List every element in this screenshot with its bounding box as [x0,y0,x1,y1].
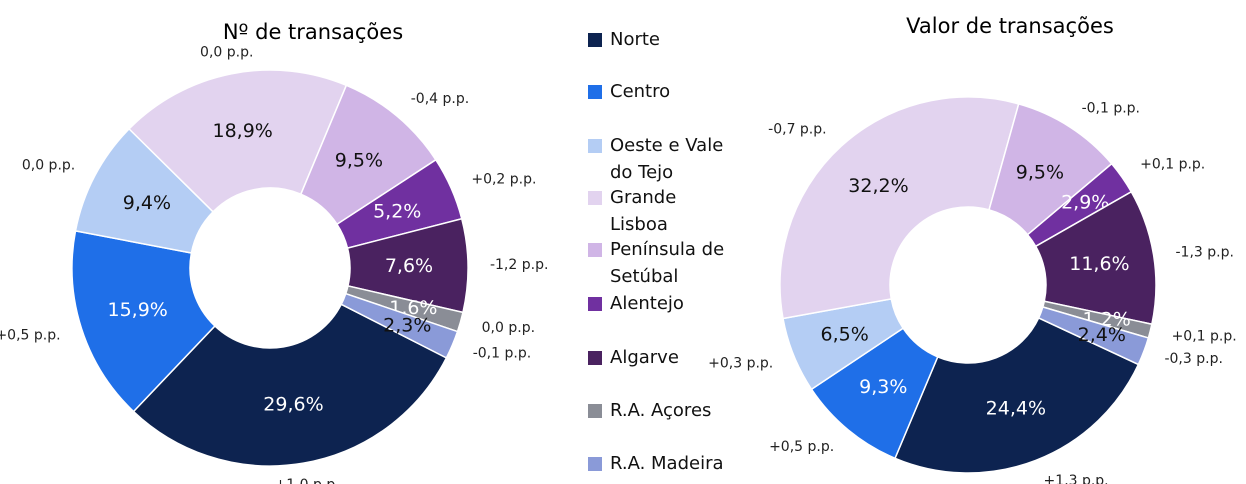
change-label: 0,0 p.p. [22,158,75,174]
change-label: -0,1 p.p. [473,345,531,361]
value-label: 9,5% [1016,162,1064,184]
legend-item: R.A. Açores [588,397,738,424]
value-label: 9,4% [123,192,171,214]
change-label: +1,0 p.p. [275,477,340,484]
change-label: -0,4 p.p. [411,91,469,107]
change-label: -0,3 p.p. [1164,351,1222,367]
legend-label: Península de Setúbal [610,239,725,287]
slice [779,96,1020,320]
value-label: 5,2% [373,200,421,222]
legend-swatch [588,457,602,471]
slice [128,69,348,213]
change-label: +0,1 p.p. [1140,157,1205,173]
legend-swatch [588,297,602,311]
change-label: -1,2 p.p. [490,257,548,273]
legend-item: Algarve [588,344,738,371]
change-label: 0,0 p.p. [482,320,535,336]
slice [71,230,216,413]
legend-label: Oeste e Vale do Tejo [610,135,724,183]
change-label: -0,7 p.p. [768,122,826,138]
value-label: 32,2% [848,175,908,197]
value-label: 9,3% [859,376,907,398]
value-label: 18,9% [212,120,272,142]
change-label: 0,0 p.p. [200,44,253,60]
legend-swatch [588,243,602,257]
legend-item: Grande Lisboa [588,184,738,238]
legend-label: R.A. Madeira [610,453,724,474]
value-label: 2,9% [1061,192,1109,214]
legend-item: R.A. Madeira [588,450,738,477]
value-label: 7,6% [385,255,433,277]
legend-swatch [588,85,602,99]
slice [1037,306,1150,366]
slice [894,316,1140,474]
slice [340,292,459,359]
legend-item: Centro [588,78,738,105]
legend-item: Península de Setúbal [588,236,738,290]
legend-label: Centro [610,81,671,102]
legend-swatch [588,351,602,365]
change-label: -1,3 p.p. [1176,245,1234,261]
legend-label: R.A. Açores [610,400,712,421]
change-label: +1,3 p.p. [1044,473,1109,484]
change-label: -0,1 p.p. [1082,100,1140,116]
legend-swatch [588,404,602,418]
value-label: 11,6% [1069,253,1129,275]
legend-item: Norte [588,26,738,53]
legend-label: Grande Lisboa [610,187,677,235]
chart-title: Nº de transações [223,20,403,44]
change-label: +0,2 p.p. [471,171,536,187]
value-label: 24,4% [986,398,1046,420]
value-label: 6,5% [821,323,869,345]
value-label: 2,3% [383,314,431,336]
value-label: 9,5% [335,150,383,172]
change-label: +0,3 p.p. [708,356,773,372]
value-label: 15,9% [107,299,167,321]
legend-item: Oeste e Vale do Tejo [588,132,738,186]
legend-label: Norte [610,29,661,50]
slice [132,303,448,467]
legend-swatch [588,191,602,205]
change-label: +0,5 p.p. [769,439,834,455]
legend-item: Alentejo [588,290,738,317]
legend-label: Alentejo [610,293,684,314]
chart-title: Valor de transações [906,14,1114,38]
value-label: 29,6% [263,394,323,416]
change-label: +0,5 p.p. [0,327,61,343]
change-label: +0,1 p.p. [1172,329,1237,345]
value-label: 2,4% [1078,324,1126,346]
legend-label: Algarve [610,347,679,368]
legend-swatch [588,33,602,47]
legend-swatch [588,139,602,153]
